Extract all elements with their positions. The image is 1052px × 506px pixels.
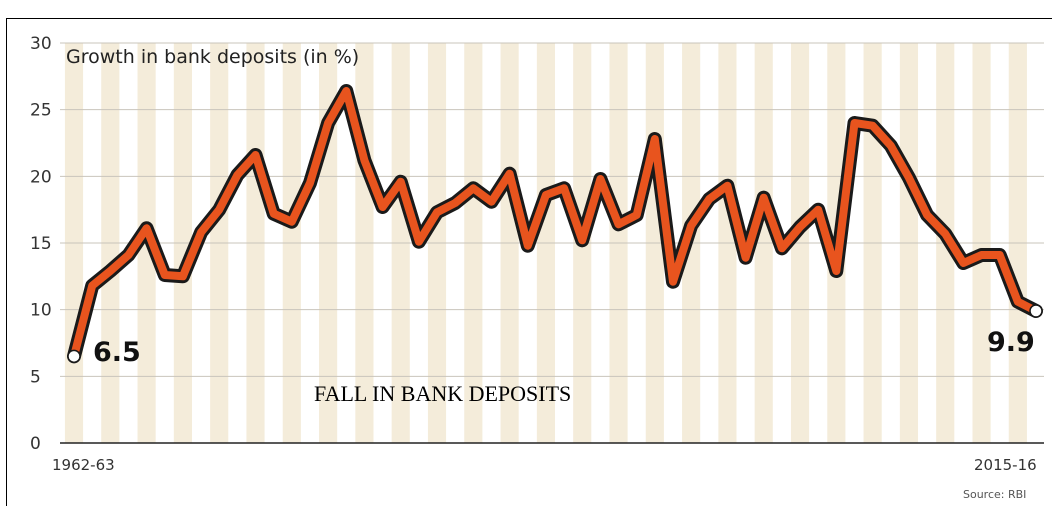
data-points	[67, 89, 1043, 364]
y-tick-label: 10	[30, 301, 52, 321]
endpoint-marker	[67, 349, 81, 364]
data-point	[289, 219, 294, 224]
data-point	[979, 253, 984, 257]
data-point	[580, 238, 585, 243]
data-point	[816, 207, 821, 212]
data-point	[235, 173, 240, 177]
data-point	[906, 175, 911, 180]
chart-title: Growth in bank deposits (in %)	[66, 46, 359, 68]
gridlines	[60, 42, 1044, 377]
data-point	[435, 210, 440, 215]
data-point	[525, 243, 530, 248]
data-point	[616, 222, 621, 227]
y-tick-label: 5	[30, 367, 41, 387]
data-point	[162, 273, 167, 277]
data-point	[943, 231, 948, 236]
data-point	[144, 226, 149, 231]
y-axis-tick-labels: 0 5 10 15 20 25 30	[30, 34, 52, 454]
data-point	[870, 123, 875, 128]
data-point	[1015, 299, 1020, 304]
data-point	[253, 153, 258, 157]
data-point	[997, 253, 1002, 257]
data-point	[362, 158, 367, 163]
y-tick-label: 20	[30, 167, 52, 187]
data-point	[761, 195, 766, 200]
data-point	[326, 121, 331, 125]
data-point	[507, 171, 512, 176]
start-value-label: 6.5	[93, 337, 141, 368]
data-point	[634, 213, 639, 217]
data-point	[743, 255, 748, 260]
y-tick-label: 25	[30, 101, 52, 121]
data-point	[652, 137, 657, 141]
data-point	[307, 181, 312, 185]
y-tick-label: 30	[30, 34, 52, 54]
data-point	[180, 274, 185, 279]
y-tick-label: 15	[30, 234, 52, 254]
data-point	[416, 239, 421, 244]
chart-caption: FALL IN BANK DEPOSITS	[314, 381, 571, 406]
data-point	[598, 177, 603, 181]
data-point	[779, 246, 784, 251]
data-point	[271, 211, 276, 216]
data-point	[471, 186, 476, 191]
data-point	[852, 121, 857, 125]
data-point	[90, 283, 95, 288]
data-line	[67, 84, 1043, 364]
end-value-label: 9.9	[987, 327, 1035, 358]
data-point	[199, 230, 204, 235]
data-point	[453, 201, 458, 205]
data-point	[725, 183, 730, 188]
data-point	[798, 225, 803, 229]
data-point	[126, 253, 131, 257]
data-point	[398, 179, 403, 184]
data-point	[108, 269, 113, 273]
endpoint-marker	[1029, 304, 1043, 318]
data-point	[380, 205, 385, 209]
data-point	[888, 143, 893, 148]
data-point	[689, 223, 694, 228]
data-point	[707, 197, 712, 201]
chart-frame	[6, 18, 1052, 506]
data-point	[925, 213, 930, 217]
data-point	[834, 269, 839, 273]
data-point	[562, 186, 567, 191]
data-point	[217, 207, 222, 212]
data-point	[344, 89, 349, 93]
data-point	[961, 261, 966, 265]
source-note: Source: RBI	[963, 488, 1026, 501]
x-tick-label-last: 2015-16	[974, 456, 1037, 474]
data-point	[489, 199, 494, 204]
x-tick-label-first: 1962-63	[52, 456, 115, 474]
data-point	[543, 193, 548, 197]
y-tick-label: 0	[30, 434, 41, 454]
data-point	[670, 279, 675, 284]
data-line-series	[70, 87, 1040, 361]
